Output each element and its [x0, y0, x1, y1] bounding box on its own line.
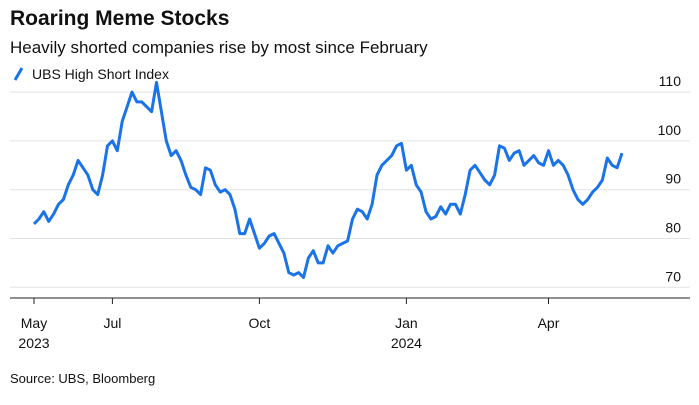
y-tick-label: 70 [665, 268, 681, 284]
data-line [32, 80, 624, 279]
x-tick-label: Jul [103, 315, 121, 331]
y-tick-label: 110 [659, 73, 682, 89]
x-tick-label: Oct [249, 315, 271, 331]
legend-label: UBS High Short Index [32, 66, 169, 82]
y-tick-label: 80 [665, 219, 681, 235]
source-note: Source: UBS, Bloomberg [10, 371, 155, 386]
x-tick-label: Jan 2024 [391, 315, 422, 351]
legend-swatch [13, 67, 24, 81]
y-tick-label: 100 [658, 122, 682, 138]
x-tick-label: Apr [538, 315, 560, 331]
x-tick-label: May 2023 [18, 315, 49, 351]
chart-title: Roaring Meme Stocks [10, 7, 229, 30]
chart-subtitle: Heavily shorted companies rise by most s… [10, 38, 428, 57]
y-tick-label: 90 [665, 171, 681, 187]
